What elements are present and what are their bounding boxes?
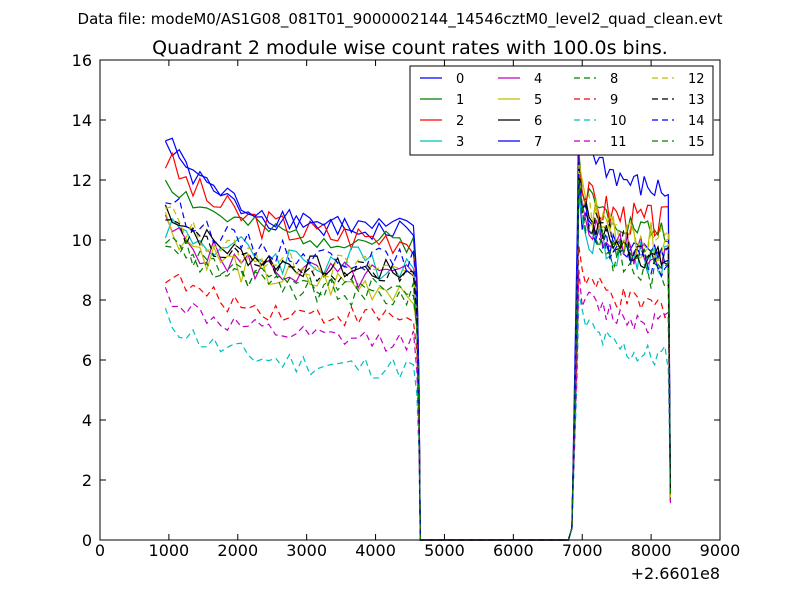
x-tick-label: 0 [95, 541, 105, 560]
x-tick-label: 8000 [631, 541, 672, 560]
legend-label-4: 4 [534, 72, 542, 87]
x-tick-label: 1000 [149, 541, 190, 560]
chart-suptitle: Data file: modeM0/AS1G08_081T01_90000021… [78, 10, 723, 29]
series-line-13 [165, 173, 671, 541]
y-tick-label: 6 [82, 351, 92, 370]
x-axis: 0 1000 2000 3000 4000 5000 6000 7000 8000 9000 [95, 60, 740, 560]
y-tick-label: 10 [72, 231, 92, 250]
series-line-2 [164, 151, 671, 541]
series-line-4 [164, 179, 671, 541]
legend-box [409, 65, 714, 156]
legend-label-10: 10 [610, 114, 627, 129]
x-tick-label: 4000 [355, 541, 396, 560]
x-tick-label: 3000 [286, 541, 327, 560]
legend-label-13: 13 [688, 93, 705, 108]
x-tick-label: 5000 [424, 541, 465, 560]
legend-label-8: 8 [610, 72, 618, 87]
plot-area [164, 89, 671, 541]
legend-label-5: 5 [534, 93, 542, 108]
legend-label-12: 12 [688, 72, 705, 87]
legend-label-11: 11 [610, 135, 627, 150]
legend-label-1: 1 [456, 93, 464, 108]
legend-label-7: 7 [534, 135, 542, 150]
legend-label-3: 3 [456, 135, 464, 150]
y-tick-label: 0 [82, 531, 92, 550]
y-tick-label: 2 [82, 471, 92, 490]
series-line-7 [165, 89, 671, 541]
legend-label-9: 9 [610, 93, 618, 108]
y-tick-label: 16 [72, 51, 92, 70]
y-tick-label: 14 [72, 111, 92, 130]
series-line-14 [165, 173, 671, 541]
y-tick-label: 8 [82, 291, 92, 310]
series-line-15 [165, 179, 671, 541]
series-line-9 [165, 245, 671, 541]
y-tick-label: 4 [82, 411, 92, 430]
x-tick-label: 7000 [562, 541, 603, 560]
legend-label-2: 2 [456, 114, 464, 129]
legend-label-15: 15 [688, 135, 705, 150]
series-line-11 [164, 269, 671, 541]
series-line-10 [164, 293, 671, 541]
x-tick-label: 2000 [217, 541, 258, 560]
legend-label-0: 0 [456, 72, 464, 87]
x-tick-label: 9000 [700, 541, 741, 560]
chart-title: Quadrant 2 module wise count rates with … [152, 37, 668, 59]
legend-label-6: 6 [534, 114, 542, 129]
x-tick-label: 6000 [493, 541, 534, 560]
series-line-5 [164, 161, 671, 541]
legend-label-14: 14 [688, 114, 705, 129]
x-offset-label: +2.6601e8 [631, 564, 720, 583]
y-tick-label: 12 [72, 171, 92, 190]
